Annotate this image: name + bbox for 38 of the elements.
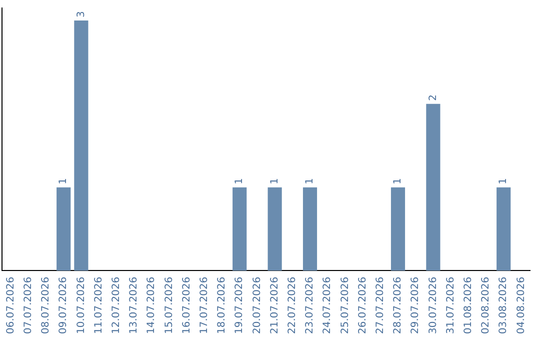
x-tick-label: 01.08.2026 <box>462 276 474 334</box>
data-label: 3 <box>76 11 87 18</box>
x-tick-label: 31.07.2026 <box>445 276 456 334</box>
x-tick-label: 25.07.2026 <box>340 276 351 334</box>
x-tick-label: 07.07.2026 <box>22 276 34 334</box>
x-tick-label: 23.07.2026 <box>304 276 316 334</box>
data-label: 1 <box>234 178 246 184</box>
x-tick-label: 03.08.2026 <box>498 276 510 334</box>
x-tick-label: 08.07.2026 <box>40 276 52 334</box>
x-tick-label: 20.07.2026 <box>252 276 263 334</box>
x-tick-label: 30.07.2026 <box>428 276 439 334</box>
data-label: 1 <box>58 178 70 184</box>
x-tick-label: 29.07.2026 <box>410 276 422 334</box>
x-tick-label: 04.08.2026 <box>516 276 527 334</box>
x-tick-label: 22.07.2026 <box>286 276 298 334</box>
x-tick-label: 17.07.2026 <box>198 276 210 334</box>
x-tick-label: 21.07.2026 <box>269 276 280 334</box>
x-tick-label: 19.07.2026 <box>234 276 246 334</box>
x-tick-label: 16.07.2026 <box>181 276 192 334</box>
x-tick-label: 06.07.2026 <box>5 276 16 334</box>
x-tick-label: 12.07.2026 <box>110 276 122 334</box>
x-tick-label: 13.07.2026 <box>128 276 140 334</box>
data-label: 1 <box>304 178 316 184</box>
x-tick-label: 09.07.2026 <box>58 276 70 334</box>
data-label: 2 <box>428 94 439 101</box>
x-tick-label: 26.07.2026 <box>357 276 368 334</box>
x-tick-label: 24.07.2026 <box>322 276 334 334</box>
data-label: 1 <box>498 178 510 184</box>
x-tick-label: 14.07.2026 <box>146 276 158 334</box>
x-tick-label: 10.07.2026 <box>76 276 87 334</box>
x-tick-label: 02.08.2026 <box>480 276 492 334</box>
x-tick-label: 27.07.2026 <box>374 276 386 334</box>
data-label: 1 <box>392 178 404 184</box>
x-tick-label: 28.07.2026 <box>392 276 404 334</box>
x-tick-label: 15.07.2026 <box>164 276 175 334</box>
x-tick-label: 18.07.2026 <box>216 276 228 334</box>
x-tick-label: 11.07.2026 <box>93 276 104 334</box>
data-label: 1 <box>269 178 280 184</box>
